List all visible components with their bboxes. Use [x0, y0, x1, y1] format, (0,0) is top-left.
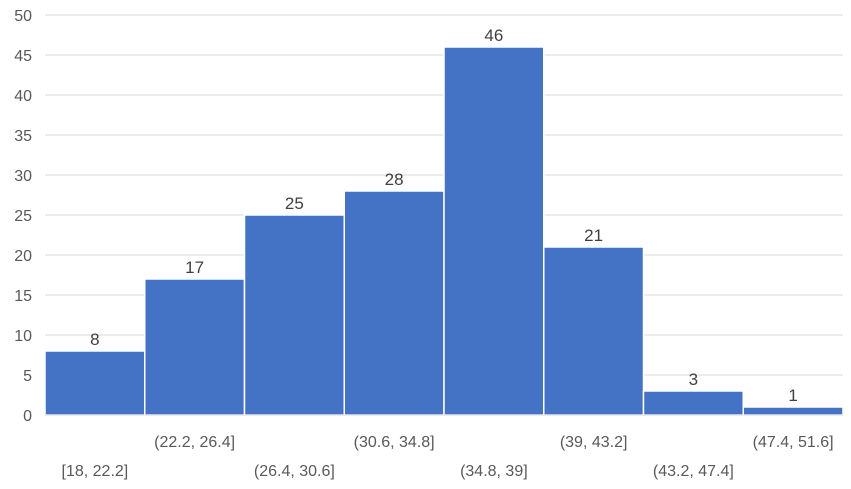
- category-label: (39, 43.2]: [560, 434, 628, 451]
- data-label: 21: [584, 226, 603, 245]
- bars: [44, 46, 844, 416]
- data-label: 46: [484, 26, 503, 45]
- bar-3: [243, 214, 345, 416]
- bar-8: [742, 406, 844, 416]
- data-label: 1: [788, 386, 797, 405]
- bar-4: [343, 190, 445, 416]
- data-label: 25: [285, 194, 304, 213]
- category-label: (30.6, 34.8]: [354, 434, 435, 451]
- data-label: 8: [90, 330, 99, 349]
- bar-1: [44, 350, 146, 416]
- y-tick-label: 10: [14, 328, 32, 345]
- category-label: [18, 22.2]: [62, 463, 129, 480]
- category-label: (22.2, 26.4]: [154, 434, 235, 451]
- bar-5: [443, 46, 545, 416]
- y-tick-label: 5: [23, 368, 32, 385]
- category-label: (47.4, 51.6]: [753, 434, 834, 451]
- bar-6: [543, 246, 645, 416]
- y-tick-label: 25: [14, 208, 32, 225]
- bar-2: [144, 278, 246, 416]
- y-tick-label: 20: [14, 248, 32, 265]
- y-tick-label: 0: [23, 408, 32, 425]
- data-label: 17: [185, 258, 204, 277]
- y-tick-label: 50: [14, 8, 32, 25]
- data-labels: 8 17 25 28 46 21 3 1: [90, 26, 798, 405]
- category-labels: [18, 22.2] (22.2, 26.4] (26.4, 30.6] (30.6,…: [62, 434, 834, 480]
- bar-7: [642, 390, 744, 416]
- y-tick-label: 15: [14, 288, 32, 305]
- data-label: 3: [689, 370, 698, 389]
- y-axis-tick-labels: 0 5 10 15 20 25 30 35 40 45 50: [14, 8, 32, 425]
- y-tick-label: 30: [14, 168, 32, 185]
- category-label: (26.4, 30.6]: [254, 463, 335, 480]
- y-tick-label: 40: [14, 88, 32, 105]
- y-tick-label: 45: [14, 48, 32, 65]
- y-tick-label: 35: [14, 128, 32, 145]
- category-label: (43.2, 47.4]: [653, 463, 734, 480]
- data-label: 28: [385, 170, 404, 189]
- category-label: (34.8, 39]: [460, 463, 528, 480]
